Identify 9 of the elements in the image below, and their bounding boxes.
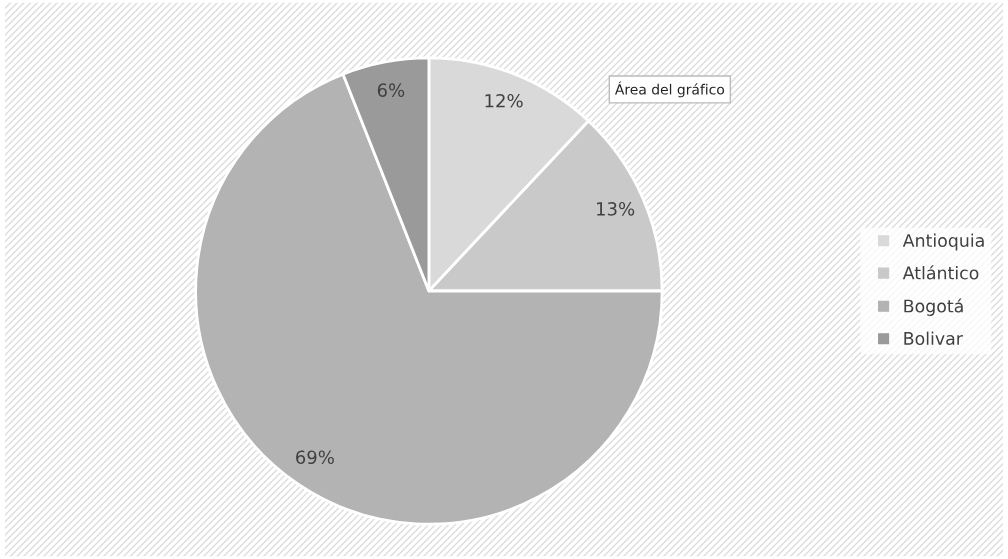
data-label: 6% [377, 83, 405, 97]
data-label: 69% [296, 450, 334, 465]
legend-label: Bogotá [904, 298, 963, 316]
data-label: 12% [485, 93, 523, 108]
text: Área del gráfico [614, 81, 725, 98]
legend-label: Bolivar [904, 331, 963, 346]
legend-label: Atlántico [902, 265, 979, 280]
data-label: 13% [597, 201, 635, 216]
legend-label: Antioquia [902, 233, 984, 251]
